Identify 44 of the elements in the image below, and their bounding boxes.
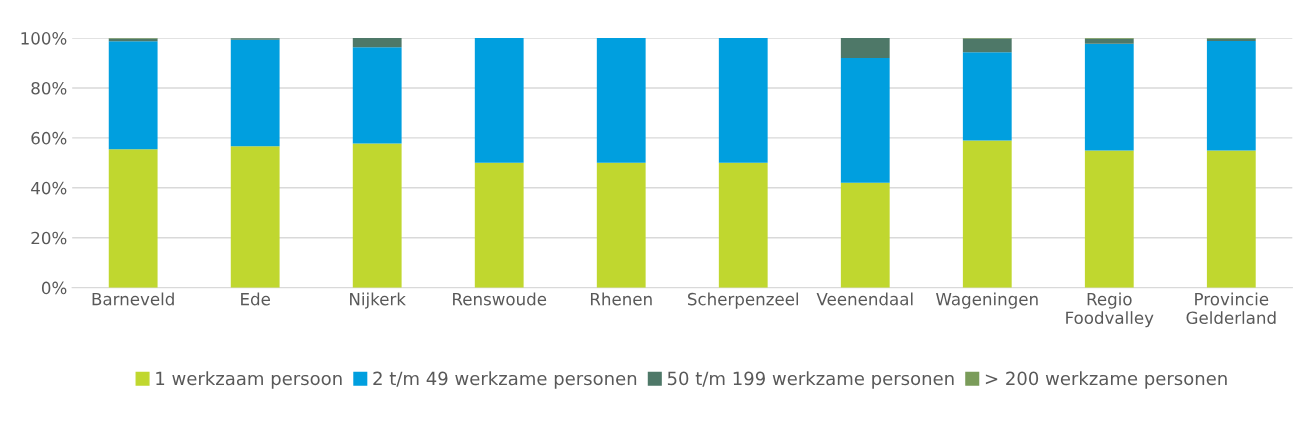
y-tick-label: 60% <box>31 131 67 145</box>
y-tick-label: 20% <box>31 231 67 245</box>
bar <box>352 143 402 288</box>
bar <box>962 140 1012 288</box>
bar <box>1084 150 1134 288</box>
bar <box>1084 38 1134 44</box>
bar <box>230 146 280 288</box>
bar <box>840 38 890 59</box>
legend-label: 1 werkzaam persoon <box>156 371 342 389</box>
y-tick-label: 40% <box>31 181 67 195</box>
x-tick-label: Veenendaal <box>816 292 913 306</box>
bar <box>718 38 768 163</box>
bar <box>718 162 768 288</box>
bar <box>474 38 524 163</box>
bar <box>474 162 524 288</box>
y-tick-label: 0% <box>41 281 67 295</box>
bar <box>108 149 158 288</box>
x-tick-label: Provincie Gelderland <box>1186 292 1276 325</box>
legend-label: > 200 werkzame personen <box>985 371 1227 389</box>
y-tick-label: 100% <box>21 32 67 45</box>
x-tick-label: Ede <box>241 292 270 306</box>
bar <box>1206 150 1256 288</box>
x-tick-label: Renswoude <box>453 292 547 306</box>
bar <box>1206 41 1256 151</box>
legend-label: 50 t/m 199 werkzame personen <box>667 371 954 389</box>
x-tick-label: Nijkerk <box>350 292 406 309</box>
x-tick-label: Scherpenzeel <box>688 292 799 309</box>
bar <box>962 38 1012 53</box>
bar <box>1084 43 1134 151</box>
bar <box>596 38 646 163</box>
x-tick-label: Regio Foodvalley <box>1066 292 1154 328</box>
bar <box>352 47 402 144</box>
bar <box>962 52 1012 141</box>
bar <box>230 39 280 147</box>
x-tick-label: Barneveld <box>92 292 174 306</box>
bar <box>840 58 890 183</box>
x-tick-label: Rhenen <box>590 292 652 306</box>
x-tick-label: Wageningen <box>936 292 1038 309</box>
bar <box>596 162 646 288</box>
legend-label: 2 t/m 49 werkzame personen <box>373 371 637 389</box>
bar <box>352 38 402 48</box>
bar <box>108 41 158 150</box>
bar <box>840 182 890 288</box>
y-tick-label: 80% <box>31 81 67 95</box>
